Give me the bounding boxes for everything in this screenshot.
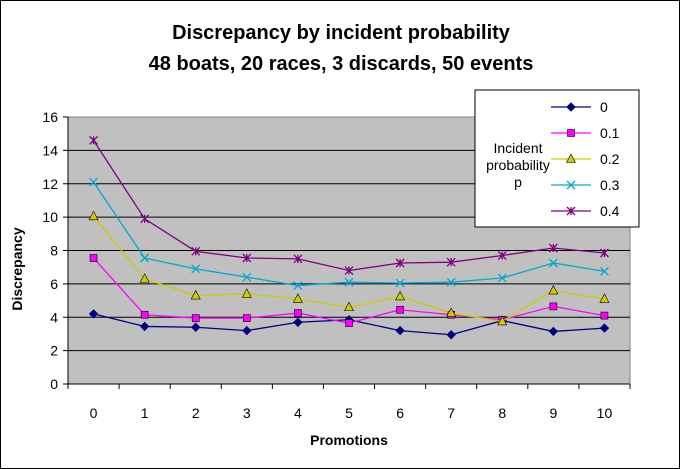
point-0.4-4: [293, 254, 303, 264]
point-0.1-1: [140, 310, 149, 319]
point-0.4-2: [191, 246, 201, 256]
point-0.4-3: [242, 253, 252, 263]
point-0.2-9: [548, 284, 559, 295]
legend-marker-0: [566, 102, 576, 112]
point-0-4: [293, 317, 303, 327]
legend-annotation-line-2: probability: [486, 157, 550, 173]
point-0.3-0: [89, 177, 99, 187]
legend-label-0.2: 0.2: [600, 151, 620, 167]
y-tick-label-12: 12: [42, 176, 58, 192]
point-0.2-8: [497, 315, 508, 326]
legend-label-0: 0: [600, 99, 608, 115]
x-tick-label-5: 5: [345, 405, 353, 421]
y-tick-label-2: 2: [50, 343, 58, 359]
x-tick-label-4: 4: [294, 405, 302, 421]
point-0.2-10: [599, 293, 610, 303]
point-0.1-9: [549, 302, 558, 311]
legend-marker-0.3: [566, 180, 576, 190]
x-tick-label-6: 6: [396, 405, 404, 421]
point-0.2-6: [395, 290, 406, 301]
x-tick-label-2: 2: [192, 405, 200, 421]
point-0.2-0: [88, 210, 99, 221]
chart-subtitle: 48 boats, 20 races, 3 discards, 50 event…: [149, 53, 534, 75]
legend-annotation-line-1: Incident: [493, 140, 542, 156]
legend-label-0.4: 0.4: [600, 203, 620, 219]
chart-title: Discrepancy by incident probability: [172, 22, 511, 44]
point-0.4-5: [344, 266, 354, 275]
point-0-2: [191, 322, 201, 332]
point-0-9: [548, 326, 559, 337]
series-group: [88, 135, 610, 340]
y-tick-label-16: 16: [42, 109, 58, 125]
point-0.3-1: [140, 253, 150, 263]
point-0.1-3: [243, 314, 251, 322]
point-0.1-5: [345, 319, 353, 327]
point-0.4-10: [599, 248, 609, 258]
legend-label-0.1: 0.1: [600, 125, 620, 141]
legend: 0 0.1 0.2 0.3 0.4: [551, 99, 620, 219]
x-tick-label-1: 1: [141, 405, 149, 421]
y-axis-ticks: 0 2 4 6 8 10 12 14 16: [42, 109, 69, 392]
point-0.2-1: [139, 273, 150, 283]
point-0.3-8: [497, 273, 507, 283]
point-0.4-1: [140, 214, 150, 224]
x-tick-label-10: 10: [597, 405, 613, 421]
point-0.1-2: [191, 314, 200, 322]
point-0.4-0: [89, 135, 99, 145]
point-0.3-4: [293, 281, 303, 291]
legend-marker-0.1: [567, 129, 575, 137]
point-0.3-7: [446, 277, 456, 287]
point-0.2-7: [446, 307, 457, 317]
point-0.2-5: [344, 301, 354, 312]
point-0.1-4: [294, 309, 302, 317]
y-tick-label-4: 4: [50, 309, 58, 325]
point-0.3-6: [395, 278, 405, 288]
y-tick-label-8: 8: [50, 243, 58, 259]
point-0.3-9: [548, 258, 558, 268]
point-0-1: [139, 321, 150, 332]
point-0.3-5: [344, 277, 354, 287]
x-tick-label-8: 8: [498, 405, 506, 421]
y-tick-label-6: 6: [50, 276, 58, 292]
y-tick-label-14: 14: [42, 142, 58, 158]
point-0.1-0: [89, 254, 98, 262]
point-0-6: [395, 325, 405, 336]
point-0.4-7: [446, 257, 456, 267]
point-0.2-4: [292, 293, 303, 303]
point-0.3-3: [242, 272, 252, 282]
legend-marker-0.4: [566, 206, 576, 216]
point-0.4-8: [497, 251, 507, 260]
point-0-7: [446, 330, 456, 340]
y-axis-label: Discrepancy: [9, 227, 25, 310]
point-0-3: [242, 325, 252, 336]
point-0-0: [88, 309, 99, 319]
x-tick-label-7: 7: [447, 405, 455, 421]
x-tick-label-9: 9: [549, 405, 557, 421]
x-tick-label-3: 3: [243, 405, 251, 421]
legend-annotation-line-3: p: [514, 174, 522, 190]
x-tick-label-0: 0: [90, 405, 98, 421]
legend-marker-0.2: [566, 153, 576, 163]
point-0.2-3: [241, 288, 252, 298]
legend-label-0.3: 0.3: [600, 177, 620, 193]
point-0.4-9: [548, 243, 558, 253]
point-0-10: [599, 323, 610, 333]
point-0.3-2: [191, 264, 201, 274]
point-0.1-10: [600, 311, 609, 320]
point-0.4-6: [395, 258, 405, 268]
x-axis-label: Promotions: [310, 432, 388, 448]
point-0.1-6: [396, 305, 404, 314]
point-0.3-10: [599, 266, 609, 276]
x-axis-ticks: 0 1 2 3 4 5 6 7 8 9 10: [67, 383, 631, 421]
y-tick-label-0: 0: [50, 376, 58, 392]
point-0.2-2: [190, 289, 201, 300]
y-tick-label-10: 10: [42, 209, 58, 225]
